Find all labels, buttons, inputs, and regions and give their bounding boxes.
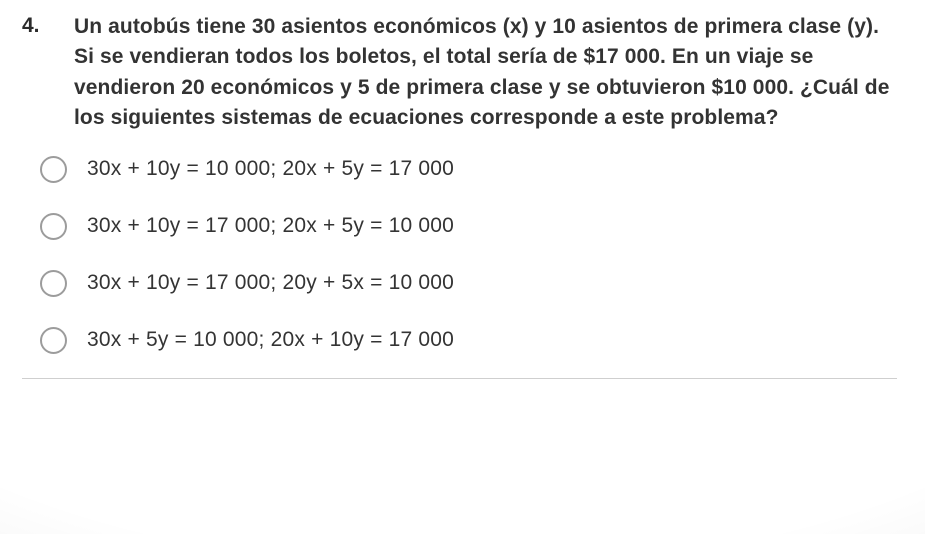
- option-d[interactable]: 30x + 5y = 10 000; 20x + 10y = 17 000: [40, 327, 897, 354]
- option-label: 30x + 10y = 17 000; 20x + 5y = 10 000: [87, 214, 454, 238]
- option-b[interactable]: 30x + 10y = 17 000; 20x + 5y = 10 000: [40, 213, 897, 240]
- options-list: 30x + 10y = 10 000; 20x + 5y = 17 000 30…: [22, 156, 897, 354]
- option-label: 30x + 10y = 10 000; 20x + 5y = 17 000: [87, 157, 454, 181]
- radio-icon[interactable]: [40, 213, 67, 240]
- question-text: Un autobús tiene 30 asientos económicos …: [74, 12, 897, 134]
- option-c[interactable]: 30x + 10y = 17 000; 20y + 5x = 10 000: [40, 270, 897, 297]
- radio-icon[interactable]: [40, 156, 67, 183]
- divider: [22, 378, 897, 379]
- radio-icon[interactable]: [40, 270, 67, 297]
- radio-icon[interactable]: [40, 327, 67, 354]
- option-label: 30x + 5y = 10 000; 20x + 10y = 17 000: [87, 328, 454, 352]
- question-number: 4.: [22, 12, 52, 38]
- option-label: 30x + 10y = 17 000; 20y + 5x = 10 000: [87, 271, 454, 295]
- option-a[interactable]: 30x + 10y = 10 000; 20x + 5y = 17 000: [40, 156, 897, 183]
- question-block: 4. Un autobús tiene 30 asientos económic…: [22, 12, 897, 134]
